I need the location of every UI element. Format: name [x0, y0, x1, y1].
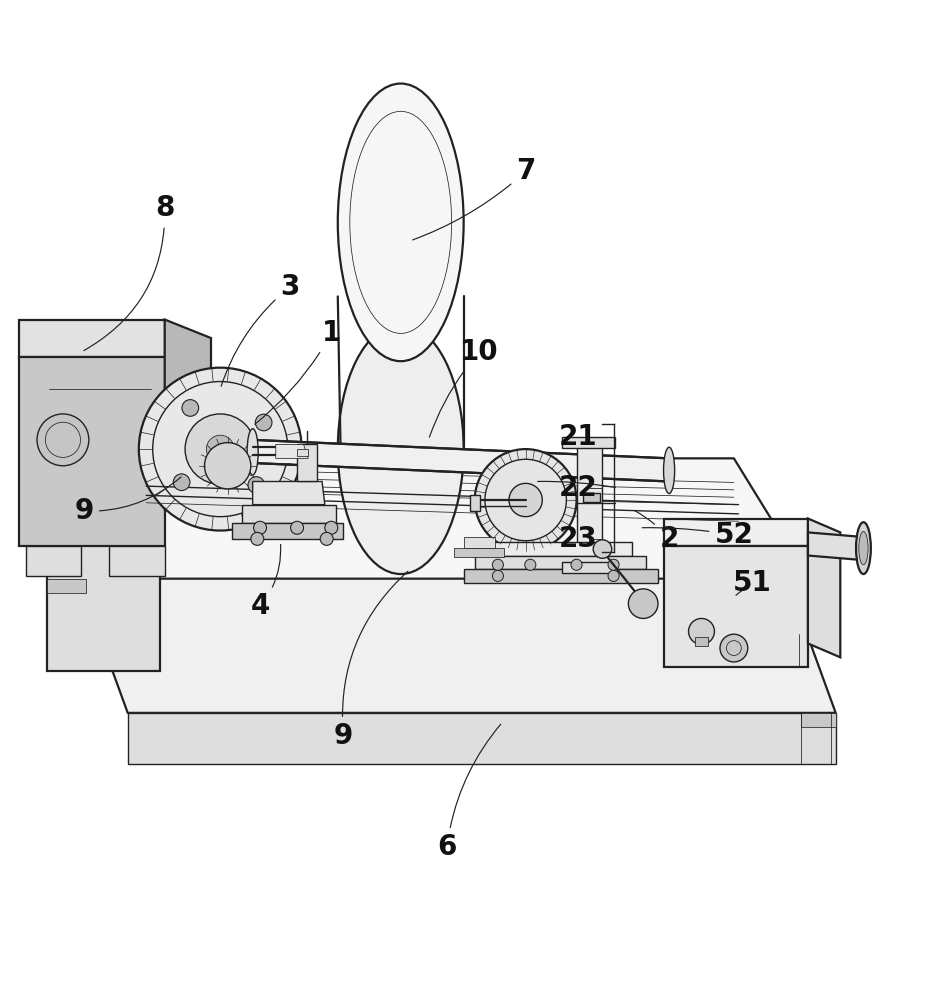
- Circle shape: [253, 521, 266, 534]
- Circle shape: [492, 559, 504, 570]
- Circle shape: [248, 477, 264, 493]
- Polygon shape: [464, 537, 495, 548]
- Polygon shape: [808, 519, 841, 657]
- Polygon shape: [61, 407, 146, 449]
- Polygon shape: [165, 320, 211, 528]
- Polygon shape: [475, 556, 646, 569]
- Polygon shape: [801, 713, 836, 727]
- Text: 10: 10: [429, 338, 499, 437]
- Text: 52: 52: [642, 521, 753, 549]
- Polygon shape: [47, 579, 86, 593]
- Ellipse shape: [338, 324, 464, 574]
- Circle shape: [689, 618, 714, 644]
- Ellipse shape: [858, 531, 868, 565]
- Text: 21: 21: [560, 423, 598, 451]
- Circle shape: [290, 521, 304, 534]
- Text: 51: 51: [733, 569, 772, 597]
- Circle shape: [139, 368, 302, 531]
- Circle shape: [173, 474, 190, 491]
- Circle shape: [628, 589, 658, 618]
- Ellipse shape: [338, 84, 464, 361]
- Text: 22: 22: [559, 474, 598, 502]
- Polygon shape: [252, 481, 325, 505]
- Circle shape: [207, 435, 234, 463]
- Circle shape: [608, 570, 619, 581]
- Polygon shape: [252, 440, 669, 481]
- Circle shape: [182, 400, 198, 416]
- Polygon shape: [276, 444, 308, 458]
- Circle shape: [205, 443, 250, 489]
- Polygon shape: [47, 449, 160, 486]
- Polygon shape: [297, 449, 308, 456]
- Text: 9: 9: [333, 571, 408, 750]
- Ellipse shape: [664, 447, 675, 494]
- Circle shape: [525, 559, 536, 570]
- Polygon shape: [20, 320, 165, 357]
- Text: 23: 23: [559, 525, 598, 553]
- Circle shape: [509, 483, 543, 517]
- Ellipse shape: [856, 522, 870, 574]
- Text: 2: 2: [635, 511, 679, 553]
- Polygon shape: [808, 532, 863, 560]
- Ellipse shape: [247, 429, 258, 475]
- Circle shape: [37, 414, 88, 466]
- Circle shape: [325, 521, 338, 534]
- Polygon shape: [464, 569, 658, 583]
- Polygon shape: [470, 495, 480, 511]
- Circle shape: [475, 449, 576, 551]
- Circle shape: [250, 532, 263, 545]
- Polygon shape: [54, 509, 836, 713]
- Text: 8: 8: [84, 194, 174, 351]
- Polygon shape: [47, 486, 160, 671]
- Polygon shape: [233, 523, 344, 539]
- Polygon shape: [26, 546, 81, 576]
- Polygon shape: [665, 519, 808, 546]
- Polygon shape: [20, 357, 165, 546]
- Polygon shape: [665, 546, 808, 667]
- Text: 7: 7: [412, 157, 535, 240]
- Text: 9: 9: [74, 477, 182, 525]
- Polygon shape: [561, 562, 615, 573]
- Polygon shape: [454, 548, 505, 557]
- Circle shape: [593, 540, 612, 558]
- Circle shape: [185, 414, 255, 484]
- Polygon shape: [68, 458, 808, 579]
- Polygon shape: [583, 493, 600, 502]
- Text: 4: 4: [250, 544, 281, 620]
- Circle shape: [720, 634, 748, 662]
- Polygon shape: [695, 637, 708, 646]
- Polygon shape: [297, 444, 317, 481]
- Polygon shape: [576, 440, 602, 565]
- Polygon shape: [489, 542, 632, 556]
- Circle shape: [608, 559, 619, 570]
- Polygon shape: [68, 458, 142, 579]
- Circle shape: [571, 559, 582, 570]
- Circle shape: [492, 570, 504, 581]
- Text: 6: 6: [438, 724, 501, 861]
- Polygon shape: [109, 546, 165, 576]
- Polygon shape: [241, 505, 336, 523]
- Text: 1: 1: [255, 319, 341, 424]
- Circle shape: [255, 414, 272, 431]
- Circle shape: [320, 532, 333, 545]
- Polygon shape: [128, 713, 836, 764]
- Polygon shape: [561, 437, 615, 448]
- Text: 3: 3: [221, 273, 300, 386]
